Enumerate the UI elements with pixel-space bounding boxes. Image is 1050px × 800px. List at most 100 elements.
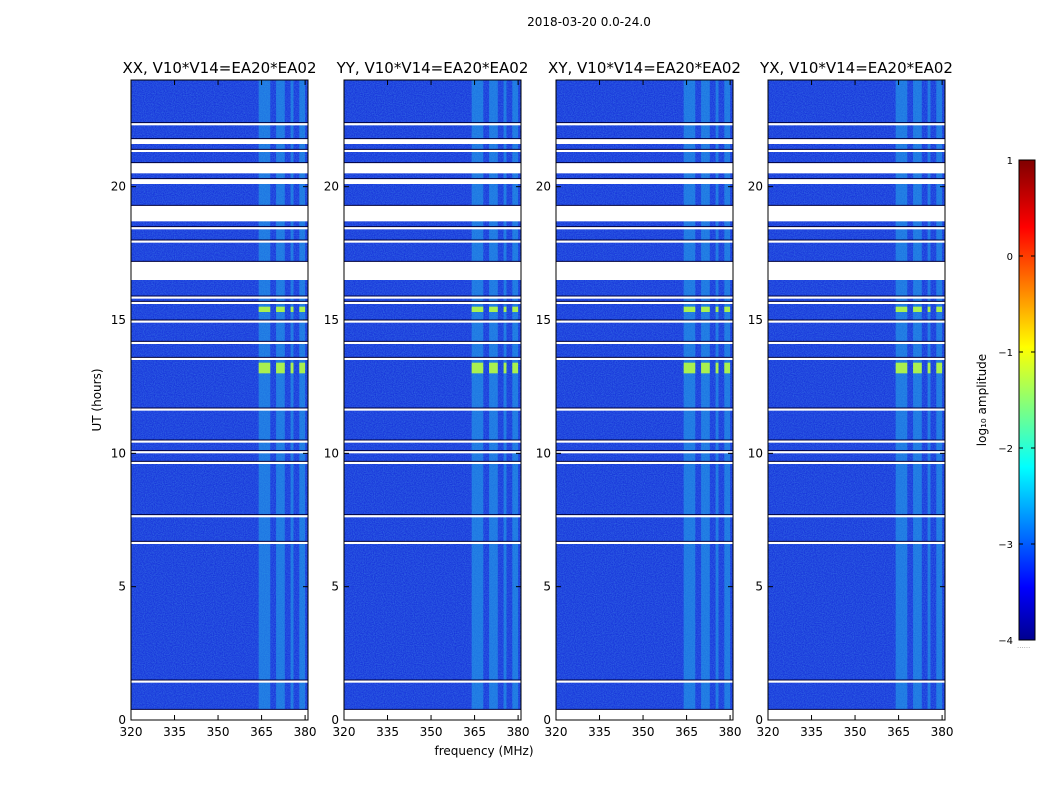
colorbar-tick-label: −3 xyxy=(998,540,1013,551)
rfi-band xyxy=(258,80,271,720)
flagged-band xyxy=(768,301,945,304)
panels: XX, V10*V14=EA20*EA02 320 335 350 365 380 0 5 10… xyxy=(111,59,954,739)
flagged-band xyxy=(344,296,521,299)
rfi-burst xyxy=(503,306,507,312)
y-tick-label: 0 xyxy=(331,713,339,727)
y-tick-label: 20 xyxy=(748,180,763,194)
flagged-band xyxy=(344,541,521,544)
flagged-band xyxy=(131,261,308,280)
x-tick-label: 320 xyxy=(120,725,143,739)
flagged-band xyxy=(768,408,945,411)
flagged-band xyxy=(344,440,521,443)
colorbar-tick-label: −2 xyxy=(998,444,1013,455)
flagged-band xyxy=(556,122,733,126)
flagged-band xyxy=(768,149,945,152)
flagged-band xyxy=(131,296,308,299)
flagged-band xyxy=(344,461,521,464)
flagged-band xyxy=(556,440,733,443)
flagged-band xyxy=(768,122,945,126)
panel-frame xyxy=(130,79,309,721)
x-tick-label: 350 xyxy=(420,725,443,739)
flagged-band xyxy=(131,240,308,243)
flagged-band xyxy=(131,122,308,126)
y-tick-label: 0 xyxy=(755,713,763,727)
flagged-band xyxy=(768,320,945,323)
flagged-band xyxy=(131,301,308,304)
panel-frame xyxy=(555,79,734,721)
x-axis-label: frequency (MHz) xyxy=(434,744,533,758)
panel-title: YX, V10*V14=EA20*EA02 xyxy=(759,59,953,77)
colorbar-gradient xyxy=(1018,159,1036,641)
flagged-band xyxy=(556,149,733,152)
panel-title: XY, V10*V14=EA20*EA02 xyxy=(548,59,741,77)
flagged-band xyxy=(131,450,308,454)
flagged-band xyxy=(556,240,733,243)
flagged-band xyxy=(344,178,521,184)
rfi-burst xyxy=(927,362,931,374)
flagged-band xyxy=(556,341,733,344)
y-tick-label: 15 xyxy=(748,313,763,327)
x-tick-label: 380 xyxy=(507,725,530,739)
rfi-band xyxy=(936,80,943,720)
rfi-burst xyxy=(489,306,498,312)
rfi-burst xyxy=(276,362,285,374)
flagged-band xyxy=(556,320,733,323)
rfi-burst xyxy=(927,306,931,312)
colorbar-footer: ...... xyxy=(1017,642,1030,650)
flagged-band xyxy=(556,357,733,360)
rfi-band xyxy=(290,80,294,720)
flagged-band xyxy=(344,320,521,323)
flagged-band xyxy=(556,461,733,464)
flagged-band xyxy=(131,408,308,411)
x-tick-label: 335 xyxy=(163,725,186,739)
flagged-band xyxy=(556,408,733,411)
rfi-burst xyxy=(936,306,943,312)
rfi-burst xyxy=(683,306,696,312)
rfi-band xyxy=(724,80,731,720)
rfi-burst xyxy=(724,362,731,374)
flagged-band xyxy=(344,408,521,411)
flagged-band xyxy=(556,138,733,144)
flagged-band xyxy=(131,440,308,443)
flagged-band xyxy=(131,461,308,464)
flagged-band xyxy=(768,461,945,464)
colorbar-tick-label: 0 xyxy=(1007,252,1013,263)
rfi-burst xyxy=(512,362,519,374)
flagged-band xyxy=(556,296,733,299)
rfi-burst xyxy=(471,362,484,374)
figure-title: 2018-03-20 0.0-24.0 xyxy=(527,15,651,29)
flagged-band xyxy=(344,301,521,304)
flagged-band xyxy=(131,680,308,683)
x-tick-label: 365 xyxy=(675,725,698,739)
rfi-band xyxy=(489,80,498,720)
colorbar: 1 0 −1 −2 −3 −4 log₁₀ amplitude ...... xyxy=(975,156,1036,650)
x-tick-label: 380 xyxy=(931,725,954,739)
colorbar-tick-label: 1 xyxy=(1007,156,1013,167)
rfi-burst xyxy=(503,362,507,374)
y-tick-label: 5 xyxy=(118,580,126,594)
y-tick-label: 20 xyxy=(111,180,126,194)
flagged-band xyxy=(556,261,733,280)
x-tick-label: 320 xyxy=(545,725,568,739)
rfi-burst xyxy=(701,306,710,312)
flagged-band xyxy=(131,138,308,144)
flagged-band xyxy=(556,450,733,454)
flagged-band xyxy=(344,240,521,243)
flagged-band xyxy=(131,149,308,152)
panel-title: YY, V10*V14=EA20*EA02 xyxy=(336,59,529,77)
flagged-band xyxy=(556,709,733,720)
y-tick-label: 0 xyxy=(118,713,126,727)
flagged-band xyxy=(556,178,733,184)
colorbar-tick-label: −1 xyxy=(998,348,1013,359)
flagged-band xyxy=(344,450,521,454)
y-tick-label: 10 xyxy=(536,446,551,460)
flagged-band xyxy=(344,149,521,152)
rfi-burst xyxy=(276,306,285,312)
rfi-band xyxy=(927,80,931,720)
flagged-band xyxy=(556,226,733,230)
flagged-band xyxy=(344,709,521,720)
rfi-band xyxy=(683,80,696,720)
y-tick-label: 5 xyxy=(755,580,763,594)
flagged-band xyxy=(344,680,521,683)
flagged-band xyxy=(768,541,945,544)
